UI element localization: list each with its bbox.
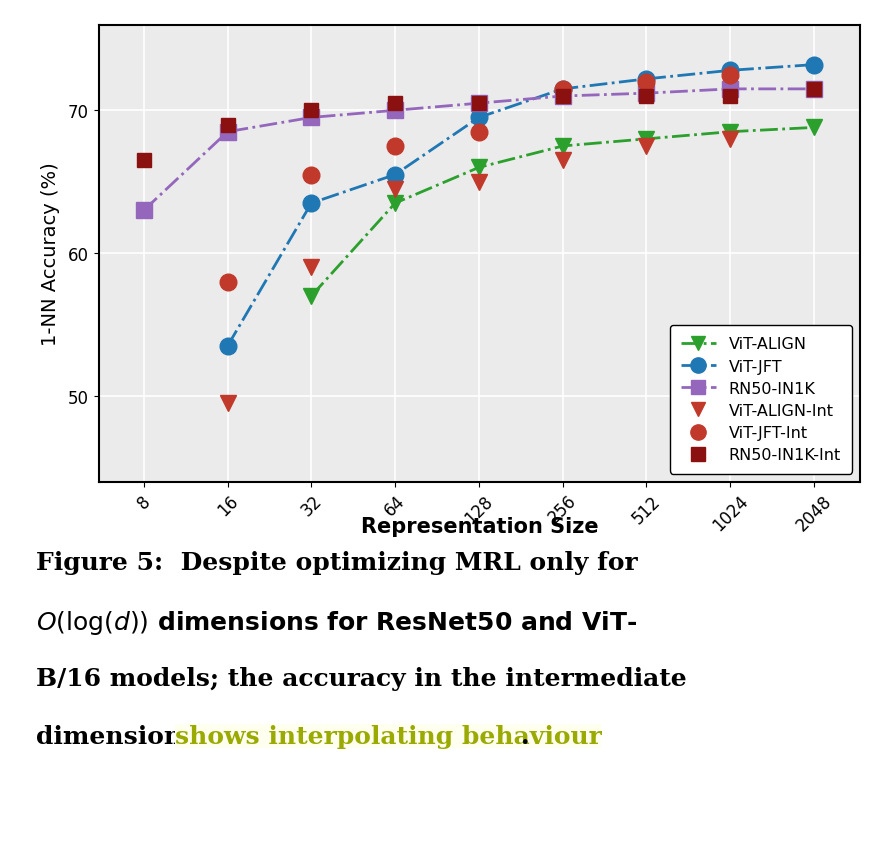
ViT-ALIGN-Int <box>222 398 233 409</box>
RN50-IN1K <box>390 106 401 116</box>
Text: $O(\log(d))$ dimensions for ResNet50 and ViT-: $O(\log(d))$ dimensions for ResNet50 and… <box>36 608 637 636</box>
RN50-IN1K-Int <box>642 92 652 102</box>
Text: .: . <box>521 724 530 748</box>
Line: RN50-IN1K: RN50-IN1K <box>136 82 822 218</box>
ViT-ALIGN <box>306 292 317 302</box>
ViT-ALIGN-Int <box>642 142 652 152</box>
ViT-JFT <box>725 66 736 76</box>
RN50-IN1K-Int <box>725 92 736 102</box>
RN50-IN1K-Int <box>809 84 820 95</box>
ViT-JFT <box>557 84 568 95</box>
ViT-JFT <box>306 199 317 209</box>
ViT-JFT-Int <box>222 277 233 287</box>
ViT-JFT-Int <box>474 127 485 137</box>
ViT-ALIGN <box>390 199 401 209</box>
RN50-IN1K-Int <box>474 99 485 109</box>
RN50-IN1K <box>809 84 820 95</box>
ViT-ALIGN-Int <box>306 263 317 273</box>
ViT-JFT-Int <box>725 71 736 81</box>
ViT-JFT-Int <box>390 142 401 152</box>
Line: ViT-ALIGN-Int: ViT-ALIGN-Int <box>220 132 738 411</box>
Text: Figure 5:  Despite optimizing MRL only for: Figure 5: Despite optimizing MRL only fo… <box>36 550 637 574</box>
RN50-IN1K-Int <box>139 156 150 166</box>
Text: B/16 models; the accuracy in the intermediate: B/16 models; the accuracy in the interme… <box>36 666 686 690</box>
RN50-IN1K-Int <box>222 120 233 131</box>
RN50-IN1K <box>139 206 150 216</box>
ViT-JFT-Int <box>306 171 317 181</box>
Line: RN50-IN1K-Int: RN50-IN1K-Int <box>137 83 821 168</box>
ViT-ALIGN <box>557 142 568 152</box>
ViT-ALIGN-Int <box>557 156 568 166</box>
ViT-JFT-Int <box>557 84 568 95</box>
ViT-ALIGN-Int <box>474 177 485 188</box>
ViT-ALIGN <box>809 123 820 133</box>
RN50-IN1K <box>557 92 568 102</box>
ViT-ALIGN-Int <box>725 135 736 145</box>
ViT-JFT-Int <box>642 78 652 88</box>
ViT-ALIGN-Int <box>390 184 401 194</box>
Legend: ViT-ALIGN, ViT-JFT, RN50-IN1K, ViT-ALIGN-Int, ViT-JFT-Int, RN50-IN1K-Int: ViT-ALIGN, ViT-JFT, RN50-IN1K, ViT-ALIGN… <box>669 326 852 474</box>
Line: ViT-JFT-Int: ViT-JFT-Int <box>220 67 738 291</box>
RN50-IN1K <box>725 84 736 95</box>
RN50-IN1K-Int <box>390 99 401 109</box>
Text: shows interpolating behaviour: shows interpolating behaviour <box>175 724 601 748</box>
Text: dimensions: dimensions <box>36 724 205 748</box>
ViT-JFT <box>390 171 401 181</box>
ViT-JFT <box>642 75 652 85</box>
ViT-ALIGN <box>642 135 652 145</box>
RN50-IN1K <box>306 113 317 124</box>
ViT-ALIGN <box>725 127 736 137</box>
ViT-JFT <box>222 341 233 351</box>
Text: Representation Size: Representation Size <box>360 516 599 536</box>
ViT-JFT <box>809 61 820 71</box>
Line: ViT-ALIGN: ViT-ALIGN <box>304 120 822 305</box>
RN50-IN1K-Int <box>557 92 568 102</box>
ViT-JFT <box>474 113 485 124</box>
RN50-IN1K <box>642 89 652 99</box>
Line: ViT-JFT: ViT-JFT <box>220 57 823 355</box>
ViT-ALIGN <box>474 163 485 173</box>
RN50-IN1K <box>222 127 233 137</box>
Y-axis label: 1-NN Accuracy (%): 1-NN Accuracy (%) <box>40 162 59 345</box>
RN50-IN1K <box>474 99 485 109</box>
RN50-IN1K-Int <box>306 106 317 116</box>
